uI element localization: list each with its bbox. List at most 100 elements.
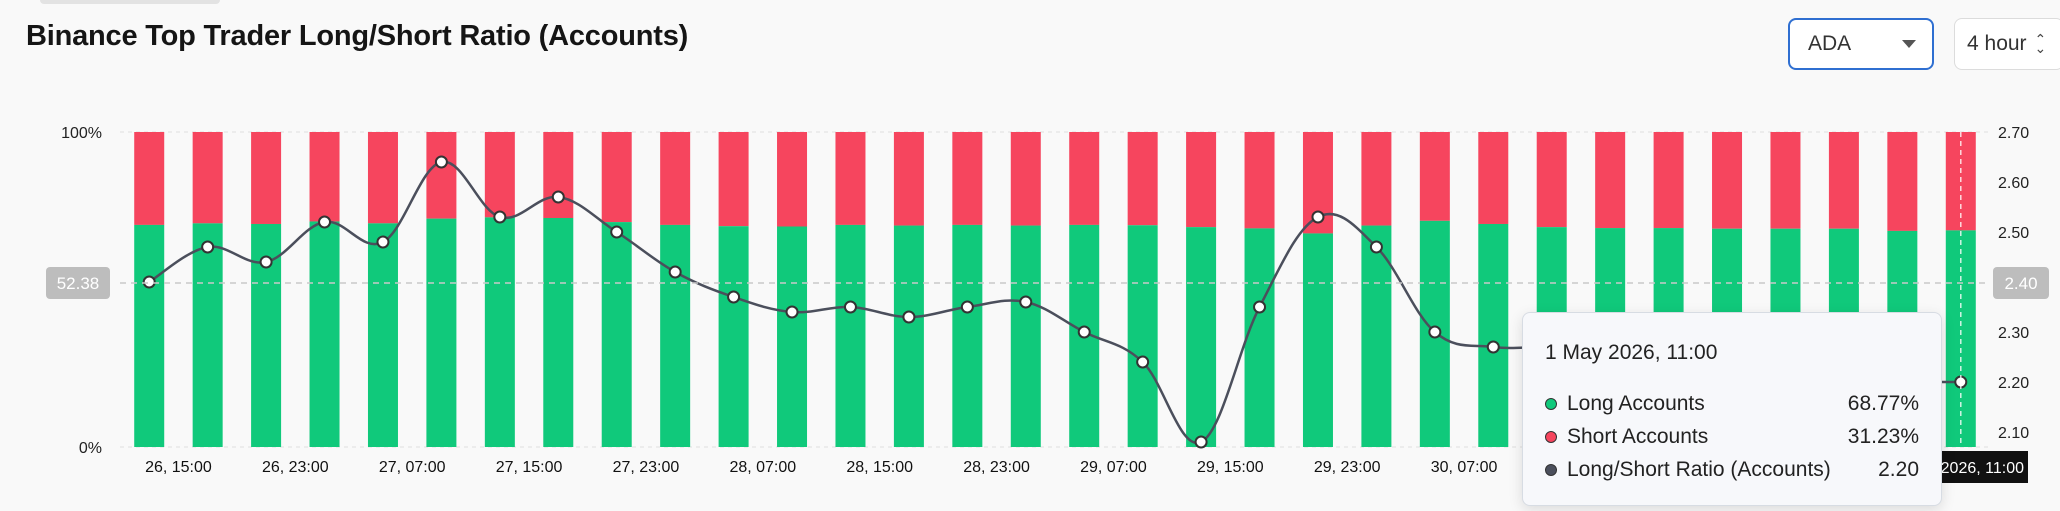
bar-short-14	[952, 132, 983, 225]
ratio-point-20	[1311, 210, 1325, 224]
bar-long-1	[192, 223, 223, 447]
bar-long-8	[601, 222, 632, 447]
chart-crosshair: 52.38 2.40 2026, 11:00	[46, 132, 2049, 483]
asset-select-value: ADA	[1808, 32, 1852, 55]
bar-short-5	[426, 132, 457, 219]
x-tick-1: 26, 23:00	[262, 459, 329, 476]
tooltip-value-long: 68.77%	[1847, 391, 1919, 415]
crosshair-right-badge	[1993, 267, 2049, 299]
bar-long-15	[1010, 225, 1041, 447]
chart-ratio-points	[142, 155, 1968, 449]
ratio-point-19	[1253, 300, 1267, 314]
page-title: Binance Top Trader Long/Short Ratio (Acc…	[26, 20, 689, 52]
bar-short-11	[777, 132, 808, 227]
bar-long-23	[1478, 223, 1509, 447]
bar-short-19	[1244, 132, 1275, 229]
bar-long-13	[893, 225, 924, 447]
bar-long-17	[1127, 225, 1158, 447]
right-tick-6: 2.10	[1998, 425, 2029, 442]
bar-short-15	[1010, 132, 1041, 226]
ratio-point-16	[1077, 325, 1091, 339]
tooltip-row-long: Long Accounts 68.77%	[1545, 387, 1919, 420]
ratio-point-1	[201, 240, 215, 254]
bar-short-0	[134, 132, 165, 225]
tooltip-date: 1 May 2026, 11:00	[1545, 341, 1718, 364]
asset-select[interactable]: ADA	[1788, 18, 1934, 70]
chart-tooltip: 1 May 2026, 11:00 Long Accounts 68.77% S…	[1522, 312, 1942, 506]
ratio-point-14	[960, 300, 974, 314]
bar-long-18	[1186, 227, 1217, 447]
bar-short-18	[1186, 132, 1217, 228]
x-tick-3: 27, 15:00	[496, 459, 563, 476]
bar-short-7	[543, 132, 574, 218]
crosshair-left-value: 52.38	[57, 274, 100, 293]
bar-short-1	[192, 132, 223, 224]
x-tick-9: 29, 15:00	[1197, 459, 1264, 476]
bar-long-5	[426, 218, 457, 447]
bar-short-10	[718, 132, 749, 227]
bar-short-22	[1419, 132, 1450, 221]
bar-short-17	[1127, 132, 1158, 226]
ratio-point-18	[1194, 435, 1208, 449]
crosshair-left-badge	[46, 267, 110, 299]
x-tick-0: 26, 15:00	[145, 459, 212, 476]
tooltip-label-ratio: Long/Short Ratio (Accounts)	[1567, 457, 1831, 481]
tooltip-value-ratio: 2.20	[1878, 457, 1919, 481]
bar-long-21	[1361, 225, 1392, 447]
x-tick-8: 29, 07:00	[1080, 459, 1147, 476]
bar-short-26	[1653, 132, 1684, 229]
tooltip-row-short: Short Accounts 31.23%	[1545, 420, 1919, 453]
interval-select[interactable]: 4 hour ⌃ ⌄	[1954, 18, 2060, 70]
bar-long-7	[543, 217, 574, 447]
bar-long-6	[484, 217, 515, 447]
ratio-point-2	[259, 255, 273, 269]
ratio-point-6	[493, 210, 507, 224]
left-tick-1: 0%	[79, 440, 102, 457]
x-tick-11: 30, 07:00	[1431, 459, 1498, 476]
bar-long-31	[1945, 230, 1976, 447]
crosshair-right-value: 2.40	[2004, 274, 2037, 293]
ratio-point-8	[610, 225, 624, 239]
bar-long-11	[777, 226, 808, 447]
bar-short-6	[484, 132, 515, 218]
x-tick-4: 27, 23:00	[613, 459, 680, 476]
bar-short-3	[309, 132, 340, 222]
ratio-point-5	[434, 155, 448, 169]
bar-short-2	[251, 132, 282, 224]
bar-short-13	[893, 132, 924, 226]
tooltip-row-ratio: Long/Short Ratio (Accounts) 2.20	[1545, 453, 1919, 486]
ratio-point-13	[902, 310, 916, 324]
x-tick-6: 28, 15:00	[846, 459, 913, 476]
bar-long-12	[835, 224, 866, 447]
bar-long-9	[660, 224, 691, 447]
tooltip-dot-long	[1545, 397, 1557, 410]
bar-short-8	[601, 132, 632, 223]
bar-long-14	[952, 224, 983, 447]
right-tick-2: 2.50	[1998, 225, 2029, 242]
bar-short-27	[1712, 132, 1743, 229]
bar-long-0	[134, 224, 165, 447]
bar-short-21	[1361, 132, 1392, 226]
bar-long-4	[367, 223, 398, 447]
right-tick-5: 2.20	[1998, 375, 2029, 392]
ratio-point-3	[318, 215, 332, 229]
ratio-point-23	[1486, 340, 1500, 354]
right-tick-4: 2.30	[1998, 325, 2029, 342]
x-tick-7: 28, 23:00	[963, 459, 1030, 476]
x-tick-5: 28, 07:00	[729, 459, 796, 476]
tooltip-dot-ratio	[1545, 463, 1557, 476]
x-tick-10: 29, 23:00	[1314, 459, 1381, 476]
right-tick-1: 2.60	[1998, 175, 2029, 192]
ratio-point-7	[551, 190, 565, 204]
crosshair-x-value: 2026, 11:00	[1941, 460, 2024, 477]
chevron-down-icon	[1902, 40, 1916, 48]
ratio-point-22	[1428, 325, 1442, 339]
bar-long-20	[1302, 233, 1333, 447]
ratio-point-11	[785, 305, 799, 319]
left-tick-0: 100%	[61, 125, 102, 142]
ratio-point-17	[1136, 355, 1150, 369]
ratio-point-4	[376, 235, 390, 249]
bar-short-28	[1770, 132, 1801, 229]
crosshair-x-badge	[1938, 451, 2028, 483]
ratio-point-15	[1019, 295, 1033, 309]
